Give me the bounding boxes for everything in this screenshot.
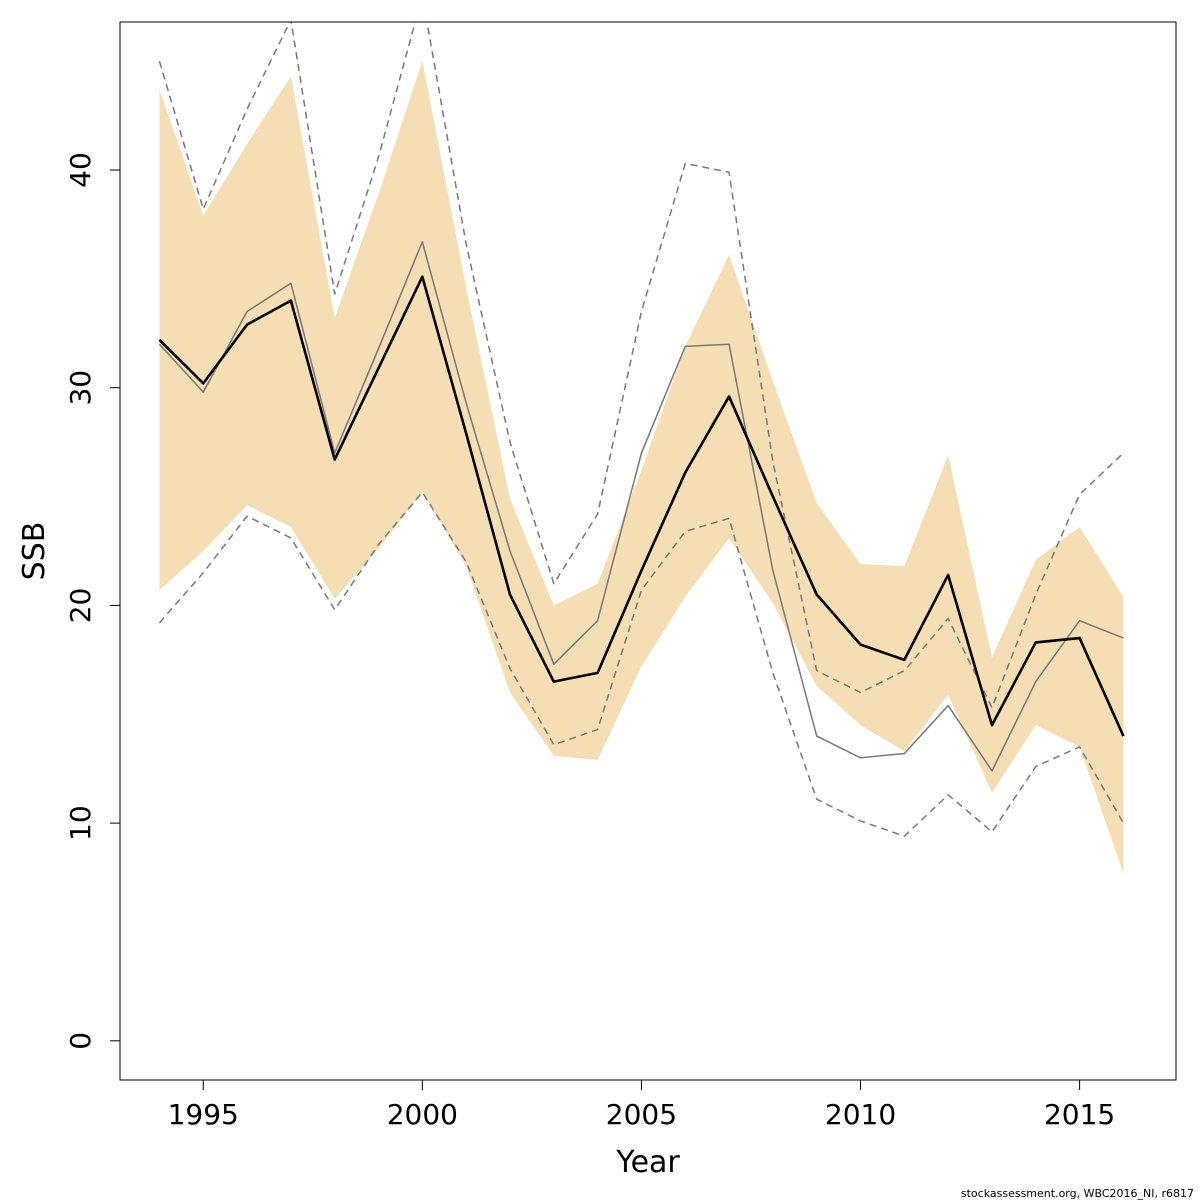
x-tick-label-2010: 2010 <box>825 1098 896 1131</box>
x-tick-label-2000: 2000 <box>387 1098 458 1131</box>
confidence-band <box>159 61 1124 874</box>
y-tick-label-30: 30 <box>64 370 97 406</box>
y-axis: 0 10 20 30 40 <box>64 152 120 1050</box>
series-line-3 <box>158 22 1124 709</box>
x-tick-label-2015: 2015 <box>1044 1098 1115 1131</box>
series-lines-layer <box>158 22 1125 837</box>
y-axis-label: SSB <box>17 522 52 581</box>
x-tick-label-2005: 2005 <box>606 1098 677 1131</box>
plot-border <box>119 21 1177 1081</box>
series-line-2 <box>158 241 1124 772</box>
series-line-4 <box>158 491 1125 837</box>
y-tick-label-10: 10 <box>64 805 97 841</box>
x-axis: 1995 2000 2005 2010 2015 <box>168 1080 1115 1131</box>
y-tick-label-0: 0 <box>64 1032 97 1050</box>
credit-text: stockassessment.org, WBC2016_NI, r6817 <box>961 1187 1194 1200</box>
y-tick-label-40: 40 <box>64 152 97 188</box>
confidence-band-layer <box>159 61 1124 874</box>
y-tick-label-20: 20 <box>64 588 97 624</box>
series-line-1 <box>158 275 1125 737</box>
x-tick-label-1995: 1995 <box>168 1098 239 1131</box>
x-axis-label: Year <box>615 1145 680 1180</box>
